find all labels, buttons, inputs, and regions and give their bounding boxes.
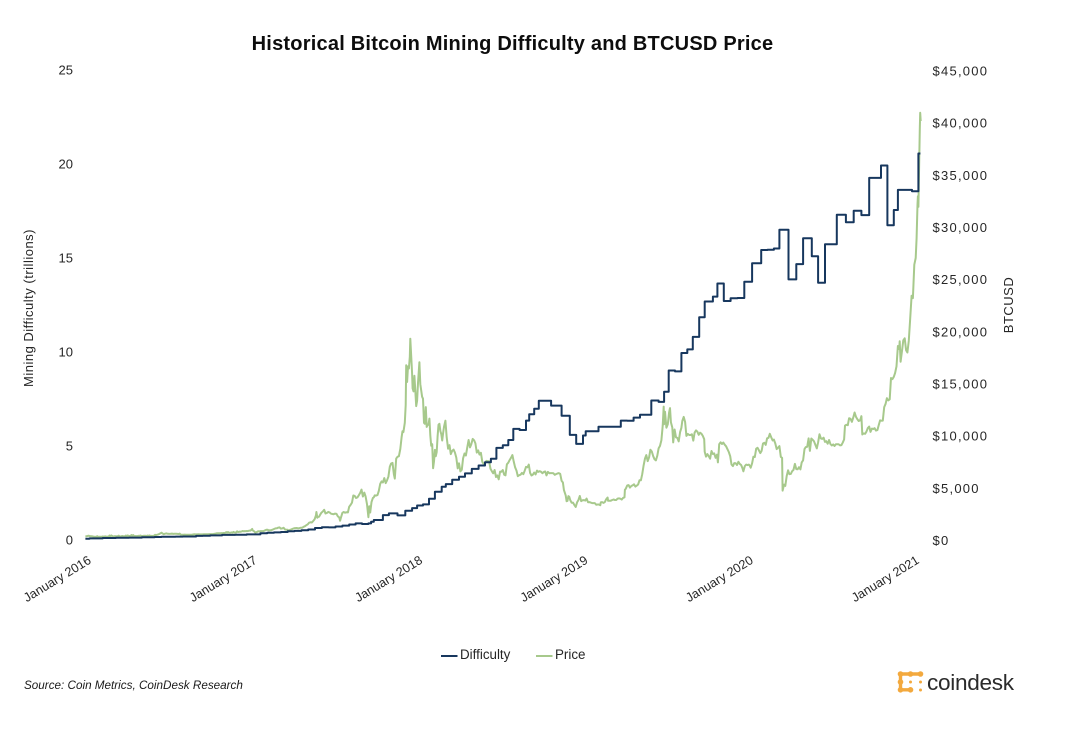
svg-text:$40,000: $40,000 [933, 116, 989, 131]
svg-text:15: 15 [59, 251, 73, 266]
svg-text:$10,000: $10,000 [933, 429, 989, 444]
svg-text:Historical Bitcoin Mining Diff: Historical Bitcoin Mining Difficulty and… [252, 33, 774, 55]
svg-text:$45,000: $45,000 [933, 63, 989, 78]
svg-text:25: 25 [59, 63, 73, 78]
svg-text:BTCUSD: BTCUSD [1001, 277, 1016, 333]
svg-text:$35,000: $35,000 [933, 168, 989, 183]
svg-text:$25,000: $25,000 [933, 272, 989, 287]
svg-text:$15,000: $15,000 [933, 377, 989, 392]
svg-text:$5,000: $5,000 [933, 481, 980, 496]
svg-text:10: 10 [59, 344, 73, 359]
svg-text:$20,000: $20,000 [933, 324, 989, 339]
svg-text:Source: Coin Metrics, CoinDesk: Source: Coin Metrics, CoinDesk Research [24, 679, 243, 692]
svg-text:$30,000: $30,000 [933, 220, 989, 235]
svg-text:5: 5 [66, 438, 73, 453]
svg-text:20: 20 [59, 157, 73, 172]
svg-text:Difficulty: Difficulty [460, 647, 511, 662]
svg-text:$0: $0 [933, 533, 950, 548]
svg-text:Price: Price [555, 647, 586, 662]
svg-text:0: 0 [66, 532, 73, 547]
svg-text:coindesk: coindesk [927, 670, 1015, 695]
svg-text:Mining Difficulty (trillions): Mining Difficulty (trillions) [21, 229, 36, 387]
